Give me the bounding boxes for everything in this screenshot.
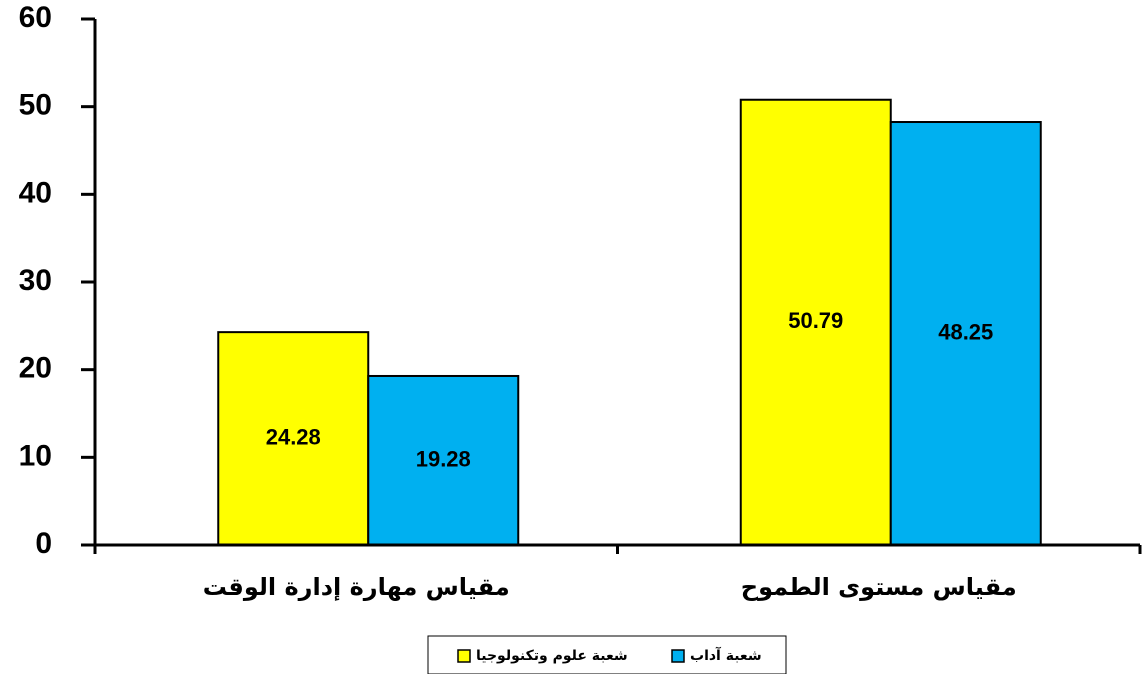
value-label: 24.28 [266,424,321,449]
y-tick-label: 0 [35,527,52,560]
bar [739,98,892,546]
value-label: 50.79 [788,308,843,333]
legend-box [427,635,787,674]
y-tick-label: 60 [19,1,52,34]
y-tick-label: 20 [19,352,52,385]
y-tick-label: 30 [19,264,52,297]
bar [367,374,520,546]
y-tick-label: 50 [19,89,52,122]
legend-label: شعبة علوم وتكنولوجيا [476,648,628,664]
value-label: 48.25 [938,319,993,344]
x-tick-label: مقياس مستوى الطموح [741,573,1017,601]
legend-swatch [457,649,471,663]
y-tick-label: 10 [19,439,52,472]
value-label: 19.28 [416,446,471,471]
legend-label: شعبة آداب [690,646,762,664]
x-tick-label: مقياس مهارة إدارة الوقت [203,573,510,601]
y-tick-label: 40 [19,176,52,209]
bar [889,121,1042,546]
legend-swatch [671,649,685,663]
